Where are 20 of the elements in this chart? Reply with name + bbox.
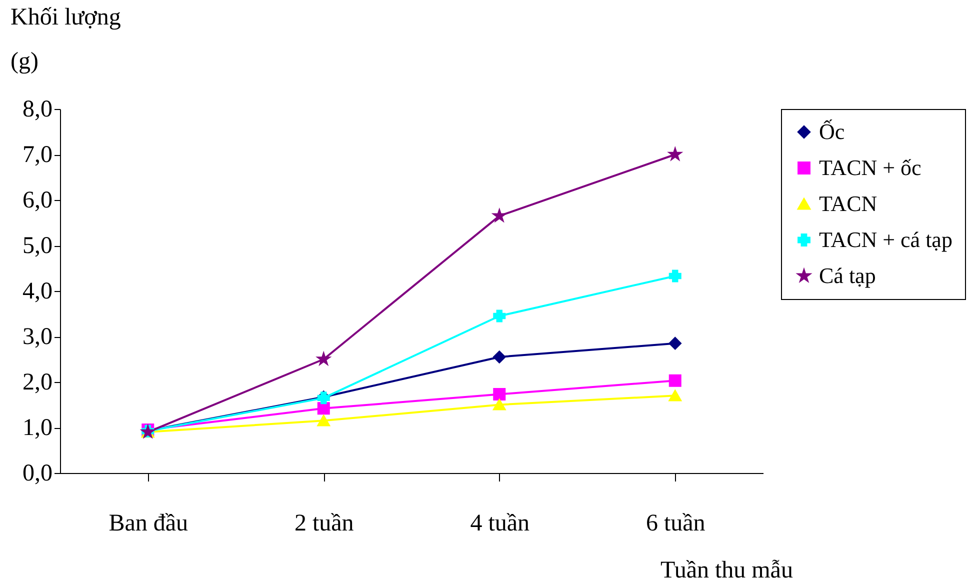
y-tick-label: 7,0 bbox=[22, 142, 52, 168]
y-axis-title: Khối lượng (g) bbox=[10, 4, 121, 74]
x-tick-label: 2 tuần bbox=[294, 510, 354, 536]
y-tick-label: 0,0 bbox=[22, 460, 52, 486]
x-tick-label: 4 tuần bbox=[470, 510, 530, 536]
y-tick-label: 2,0 bbox=[22, 370, 52, 396]
legend-label: Ốc bbox=[819, 119, 845, 144]
y-tick-label: 5,0 bbox=[22, 233, 52, 259]
legend-label: TACN + cá tạp bbox=[819, 227, 952, 252]
y-tick-label: 6,0 bbox=[22, 188, 52, 214]
x-axis-title: Tuần thu mẫu bbox=[660, 558, 793, 584]
legend-label: TACN + ốc bbox=[819, 155, 922, 180]
y-tick-label: 8,0 bbox=[22, 96, 52, 122]
y-tick-label: 3,0 bbox=[22, 324, 52, 350]
legend-label: TACN bbox=[819, 191, 878, 216]
x-tick-label: Ban đầu bbox=[108, 510, 188, 536]
legend-label: Cá tạp bbox=[819, 263, 876, 288]
y-tick-label: 4,0 bbox=[22, 278, 52, 304]
y-tick-label: 1,0 bbox=[22, 415, 52, 441]
x-tick-label: 6 tuần bbox=[646, 510, 706, 536]
